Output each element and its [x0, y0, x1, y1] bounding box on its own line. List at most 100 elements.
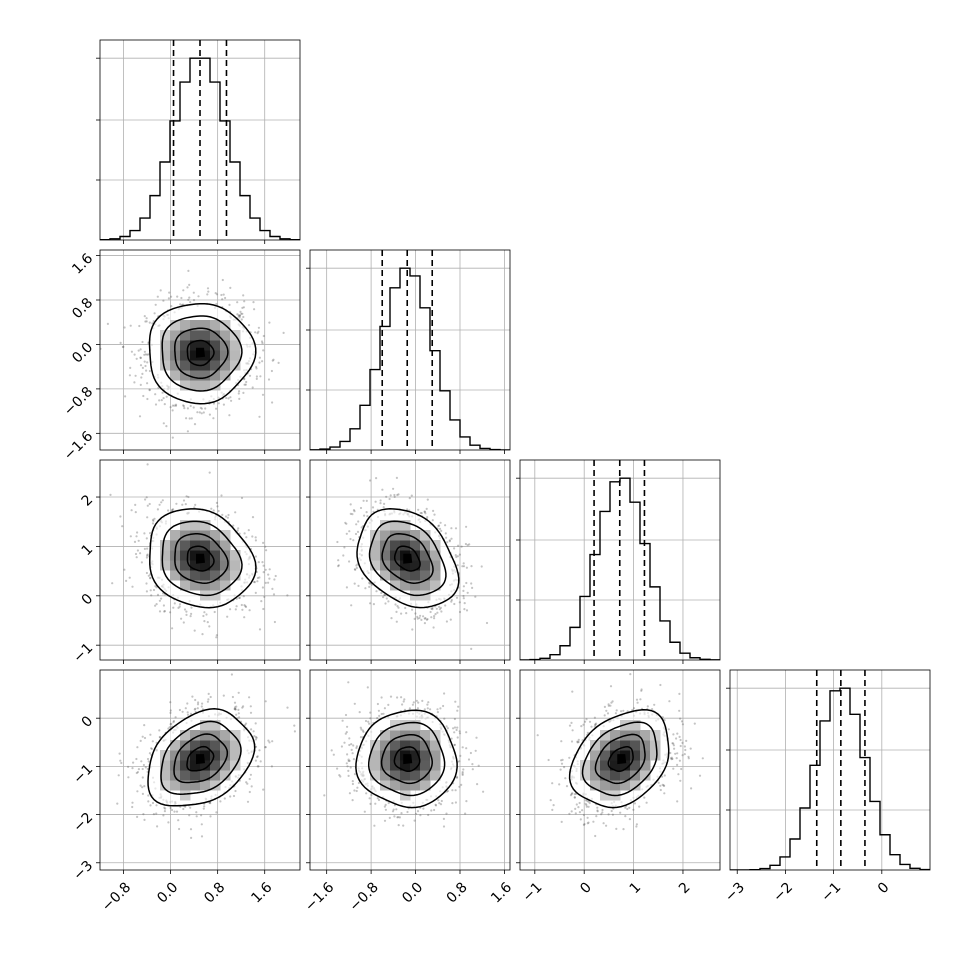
scatter-point	[698, 774, 702, 777]
scatter-point	[258, 361, 261, 364]
scatter-point	[257, 561, 260, 564]
density-cell	[220, 730, 231, 741]
scatter-point	[398, 816, 401, 819]
scatter-point	[397, 816, 400, 819]
scatter-point	[141, 776, 144, 779]
scatter-point	[248, 790, 251, 794]
scatter-point	[440, 799, 443, 803]
density-cell	[380, 760, 391, 771]
histogram-3	[730, 687, 930, 870]
scatter-point	[256, 580, 259, 583]
scatter-point	[676, 763, 679, 767]
density-cell	[170, 360, 181, 371]
scatter-point	[164, 807, 167, 810]
scatter-point	[238, 596, 241, 600]
density-cell	[590, 770, 601, 781]
scatter-point	[417, 508, 420, 511]
scatter-point	[135, 757, 138, 761]
scatter-point	[267, 573, 270, 576]
scatter-point	[119, 515, 122, 518]
density-cell	[190, 740, 201, 751]
scatter-point	[250, 785, 253, 788]
scatter-point	[190, 836, 193, 840]
scatter-point	[160, 501, 163, 504]
x-tick-label: −2	[770, 879, 796, 905]
scatter-point	[587, 805, 590, 808]
scatter-point	[471, 586, 474, 590]
scatter-point	[619, 811, 622, 814]
scatter-point	[355, 564, 358, 567]
x-tick-label: 0	[875, 879, 893, 897]
scatter-point	[239, 310, 242, 313]
scatter-point	[677, 773, 680, 776]
scatter-point	[669, 757, 672, 760]
scatter-point	[235, 705, 238, 708]
scatter-point	[143, 547, 146, 551]
scatter-point	[561, 758, 564, 762]
scatter-point	[145, 556, 148, 559]
scatter-point	[197, 295, 200, 298]
contour-1	[174, 533, 229, 584]
scatter-point	[261, 360, 264, 363]
scatter-point	[437, 524, 440, 528]
x-tick-label: −3	[722, 879, 748, 905]
density-cell	[430, 570, 441, 581]
scatter-point	[586, 816, 589, 819]
scatter-point	[400, 696, 403, 699]
scatter-point	[242, 294, 245, 297]
scatter-point	[458, 760, 461, 763]
scatter-point	[430, 607, 433, 610]
scatter-point	[141, 340, 144, 344]
scatter-point	[130, 509, 133, 512]
scatter-point	[173, 810, 176, 813]
scatter-point	[689, 747, 692, 750]
scatter-point	[215, 407, 218, 410]
density-cell	[190, 730, 201, 741]
density-cell	[390, 560, 401, 571]
contour-3	[356, 508, 460, 609]
scatter-point	[369, 479, 372, 482]
scatter-point	[212, 417, 215, 420]
scatter-point	[188, 283, 191, 286]
density-cell	[200, 750, 211, 761]
scatter-point	[607, 704, 610, 707]
scatter-point	[221, 278, 224, 282]
scatter-point	[141, 372, 144, 375]
scatter-point	[679, 717, 682, 720]
density-cell	[180, 380, 191, 391]
scatter-point	[271, 587, 274, 591]
scatter-point	[628, 818, 632, 821]
density-cell	[390, 530, 401, 541]
scatter-point	[274, 574, 277, 578]
scatter-point	[380, 591, 383, 595]
density-cell	[410, 720, 421, 731]
scatter-point	[347, 774, 350, 778]
scatter-point	[687, 755, 690, 758]
scatter-point	[140, 760, 143, 763]
scatter-point	[182, 807, 185, 811]
scatter-point	[413, 617, 416, 621]
contour-2	[161, 520, 243, 597]
scatter-point	[353, 773, 357, 776]
density-cell	[230, 730, 241, 741]
scatter-point	[286, 706, 289, 709]
scatter-point	[462, 585, 465, 588]
scatter-point	[146, 463, 149, 466]
scatter-point	[186, 430, 189, 433]
scatter-point	[423, 622, 426, 625]
scatter-point	[171, 509, 174, 512]
scatter-point	[154, 585, 157, 588]
scatter-point	[238, 397, 241, 400]
scatter-point	[137, 539, 140, 542]
density-cell	[390, 520, 401, 531]
density-cell	[390, 730, 401, 741]
scatter-point	[178, 827, 181, 831]
scatter-point	[201, 702, 204, 705]
scatter-point	[360, 526, 363, 529]
scatter-point	[252, 301, 255, 304]
scatter-point	[190, 417, 193, 420]
density-cell	[580, 760, 591, 771]
scatter-point	[169, 611, 172, 614]
scatter-point	[256, 576, 259, 580]
scatter-point	[578, 811, 582, 814]
